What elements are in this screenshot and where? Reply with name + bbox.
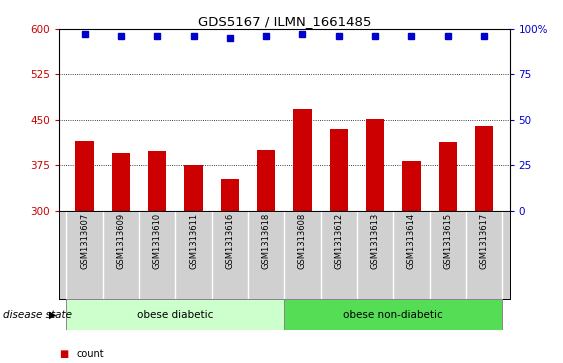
Text: GSM1313615: GSM1313615	[443, 213, 452, 269]
Text: ■: ■	[59, 349, 68, 359]
Text: GSM1313612: GSM1313612	[334, 213, 343, 269]
Text: GSM1313610: GSM1313610	[153, 213, 162, 269]
Text: GSM1313608: GSM1313608	[298, 213, 307, 269]
Bar	[185, 165, 203, 211]
Bar	[366, 119, 384, 211]
Text: obese non-diabetic: obese non-diabetic	[343, 310, 443, 320]
Text: GSM1313618: GSM1313618	[262, 213, 271, 269]
Text: obese diabetic: obese diabetic	[137, 310, 213, 320]
Text: GSM1313607: GSM1313607	[80, 213, 89, 269]
Bar	[330, 129, 348, 211]
Title: GDS5167 / ILMN_1661485: GDS5167 / ILMN_1661485	[198, 15, 371, 28]
Text: count: count	[76, 349, 104, 359]
Text: ▶: ▶	[49, 310, 56, 320]
Text: GSM1313614: GSM1313614	[407, 213, 416, 269]
Text: GSM1313616: GSM1313616	[225, 213, 234, 269]
Bar	[75, 141, 93, 211]
Bar	[475, 126, 493, 211]
Text: GSM1313611: GSM1313611	[189, 213, 198, 269]
Bar	[293, 109, 311, 211]
Bar	[66, 299, 284, 330]
Bar	[112, 153, 130, 211]
Bar	[439, 142, 457, 211]
Text: GSM1313609: GSM1313609	[117, 213, 126, 269]
Bar	[148, 151, 166, 211]
Bar	[284, 299, 502, 330]
Text: GSM1313617: GSM1313617	[480, 213, 489, 269]
Bar	[403, 161, 421, 211]
Bar	[221, 179, 239, 211]
Bar	[257, 150, 275, 211]
Text: disease state: disease state	[3, 310, 72, 320]
Text: GSM1313613: GSM1313613	[370, 213, 379, 269]
